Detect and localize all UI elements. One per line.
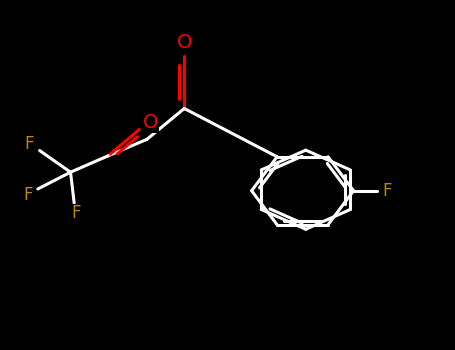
Text: F: F — [383, 182, 392, 200]
Text: F: F — [23, 186, 32, 204]
Text: O: O — [177, 33, 192, 51]
Text: F: F — [72, 204, 81, 223]
Text: F: F — [25, 135, 34, 153]
Text: O: O — [143, 113, 158, 132]
